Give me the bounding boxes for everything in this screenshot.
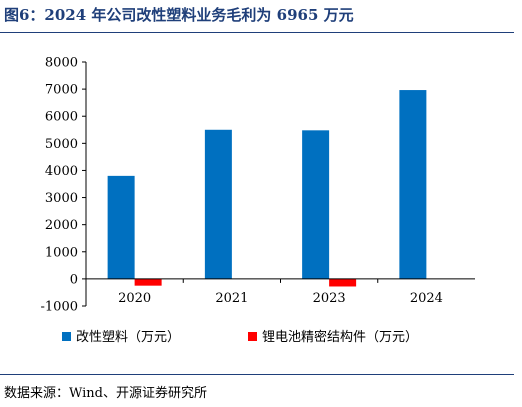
bar-lithium-2020	[134, 278, 162, 286]
legend-swatch	[248, 332, 257, 341]
legend-label: 改性塑料（万元）	[76, 330, 180, 345]
source-note: 数据来源：Wind、开源证券研究所	[4, 386, 207, 401]
y-tick-label: 8000	[45, 56, 78, 71]
x-axis: 2020 2021 2023 2024	[86, 278, 475, 306]
legend-swatch	[62, 332, 71, 341]
top-divider	[0, 32, 514, 33]
y-tick-label: 1000	[45, 245, 78, 260]
bar-plastics-2021	[204, 129, 232, 279]
y-tick-label: 0	[70, 272, 78, 287]
y-tick-label: 6000	[45, 110, 78, 125]
bar-plastics-2020	[107, 175, 135, 279]
bar-lithium-2023	[329, 278, 357, 287]
legend: 改性塑料（万元） 锂电池精密结构件（万元）	[62, 329, 418, 345]
x-tick-label: 2021	[215, 291, 248, 306]
y-tick-label: -1000	[41, 300, 78, 315]
y-tick-label: 3000	[45, 191, 78, 206]
y-axis: 8000 7000 6000 5000 4000 3000 2000 1000 0 -1000	[41, 56, 87, 315]
y-tick-label: 4000	[45, 164, 78, 179]
bar-plastics-2023	[302, 130, 330, 279]
bar-chart: 8000 7000 6000 5000 4000 3000 2000 1000 0 -1000 2…	[41, 56, 475, 345]
y-tick-label: 7000	[45, 83, 78, 98]
y-tick-label: 5000	[45, 137, 78, 152]
bar-plastics-2024	[399, 90, 427, 279]
x-tick-label: 2024	[410, 291, 443, 306]
x-tick-label: 2023	[313, 291, 346, 306]
bottom-divider	[0, 374, 514, 375]
bars	[107, 90, 427, 287]
y-tick-label: 2000	[45, 218, 78, 233]
x-tick-label: 2020	[118, 291, 151, 306]
figure-title: 图6：2024 年公司改性塑料业务毛利为 6965 万元	[4, 6, 354, 24]
legend-label: 锂电池精密结构件（万元）	[262, 329, 418, 345]
